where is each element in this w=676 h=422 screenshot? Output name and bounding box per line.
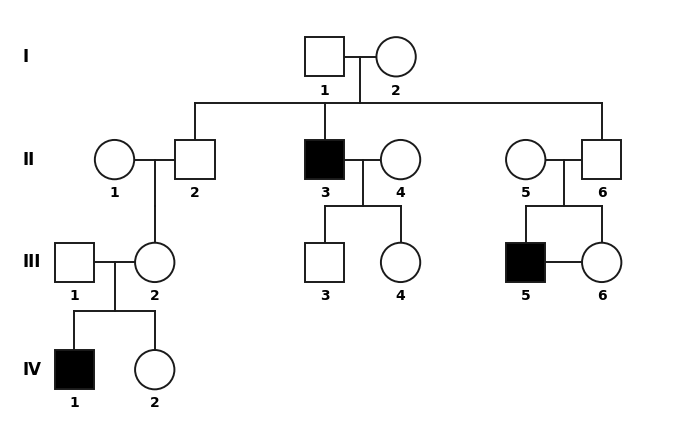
Text: 6: 6 bbox=[597, 289, 606, 303]
Text: 5: 5 bbox=[521, 187, 531, 200]
Text: 4: 4 bbox=[395, 289, 406, 303]
Bar bbox=[305, 37, 344, 76]
Circle shape bbox=[135, 350, 174, 390]
Text: 3: 3 bbox=[320, 289, 329, 303]
Text: 2: 2 bbox=[391, 84, 401, 97]
Text: 2: 2 bbox=[150, 397, 160, 411]
Text: 2: 2 bbox=[190, 187, 200, 200]
Text: 4: 4 bbox=[395, 187, 406, 200]
Text: 1: 1 bbox=[70, 289, 79, 303]
Text: 1: 1 bbox=[320, 84, 329, 97]
Text: 6: 6 bbox=[597, 187, 606, 200]
Text: 3: 3 bbox=[320, 187, 329, 200]
Bar bbox=[55, 350, 94, 390]
Text: II: II bbox=[22, 151, 34, 169]
Circle shape bbox=[95, 140, 134, 179]
Text: IV: IV bbox=[22, 361, 41, 379]
Bar bbox=[506, 243, 546, 282]
Text: 1: 1 bbox=[70, 397, 79, 411]
Circle shape bbox=[381, 243, 420, 282]
Bar bbox=[305, 140, 344, 179]
Circle shape bbox=[381, 140, 420, 179]
Text: III: III bbox=[22, 253, 41, 271]
Bar bbox=[55, 243, 94, 282]
Text: 1: 1 bbox=[110, 187, 120, 200]
Text: 5: 5 bbox=[521, 289, 531, 303]
Bar bbox=[305, 243, 344, 282]
Text: I: I bbox=[22, 48, 28, 66]
Circle shape bbox=[506, 140, 546, 179]
Text: 2: 2 bbox=[150, 289, 160, 303]
Bar bbox=[582, 140, 621, 179]
Bar bbox=[175, 140, 215, 179]
Circle shape bbox=[377, 37, 416, 76]
Circle shape bbox=[582, 243, 621, 282]
Circle shape bbox=[135, 243, 174, 282]
